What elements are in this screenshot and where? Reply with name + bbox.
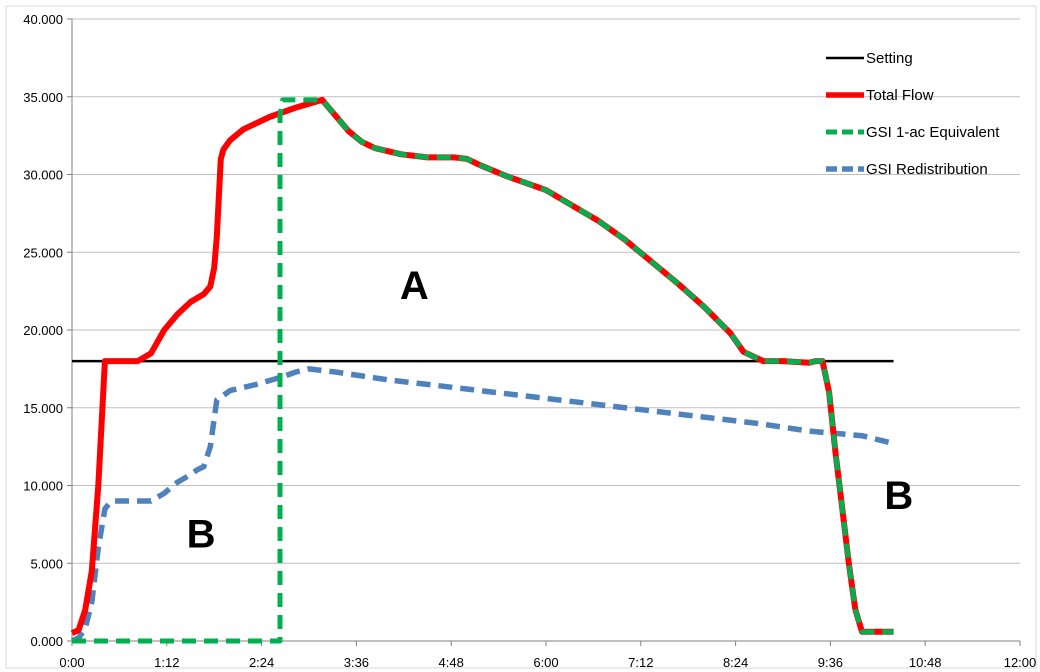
- y-tick-label: 40.000: [23, 12, 63, 27]
- x-tick-label: 7:12: [628, 655, 653, 670]
- y-tick-label: 30.000: [23, 168, 63, 183]
- legend: Setting Total Flow GSI 1-ac Equivalent GSI …: [826, 50, 1000, 178]
- series-line-gsi-redistribution: [70, 366, 895, 644]
- legend-label: GSI Redistribution: [866, 161, 988, 178]
- annotation-label: A: [400, 264, 429, 308]
- x-tick-label: 9:36: [818, 655, 843, 670]
- grid-lines: [72, 18, 1020, 564]
- series-lines: [70, 96, 895, 644]
- legend-label: GSI 1-ac Equivalent: [866, 124, 1000, 141]
- y-tick-label: 5.000: [30, 556, 63, 571]
- legend-label: Total Flow: [866, 87, 934, 104]
- legend-label: Setting: [866, 50, 913, 67]
- y-tick-label: 20.000: [23, 323, 63, 338]
- x-tick-label: 4:48: [439, 655, 464, 670]
- series-line-gsi-1-ac-equivalent: [72, 97, 894, 644]
- annotation-label: B: [884, 474, 913, 518]
- y-tick-label: 15.000: [23, 401, 63, 416]
- annotations: A B B: [187, 264, 914, 557]
- x-tick-label: 8:24: [723, 655, 748, 670]
- x-tick-label: 2:24: [249, 655, 274, 670]
- y-tick-label: 25.000: [23, 245, 63, 260]
- x-tick-label: 1:12: [154, 655, 179, 670]
- annotation-label: B: [187, 513, 216, 557]
- y-tick-label: 35.000: [23, 90, 63, 105]
- x-tick-label: 12:00: [1004, 655, 1037, 670]
- x-tick-label: 0:00: [59, 655, 84, 670]
- y-axis-ticks: 0.000 5.000 10.000 15.000 20.000 25.000 30.000…: [23, 12, 72, 649]
- y-tick-label: 10.000: [23, 479, 63, 494]
- x-tick-label: 3:36: [344, 655, 369, 670]
- x-tick-label: 6:00: [533, 655, 558, 670]
- series-line-total-flow: [70, 96, 894, 636]
- chart-border: [5, 5, 1037, 669]
- x-tick-label: 10:48: [909, 655, 942, 670]
- x-axis-ticks: 0:00 1:12 2:24 3:36 4:48 6:00 7:12 8:24 9:36 10:4…: [59, 641, 1036, 670]
- y-tick-label: 0.000: [30, 634, 63, 649]
